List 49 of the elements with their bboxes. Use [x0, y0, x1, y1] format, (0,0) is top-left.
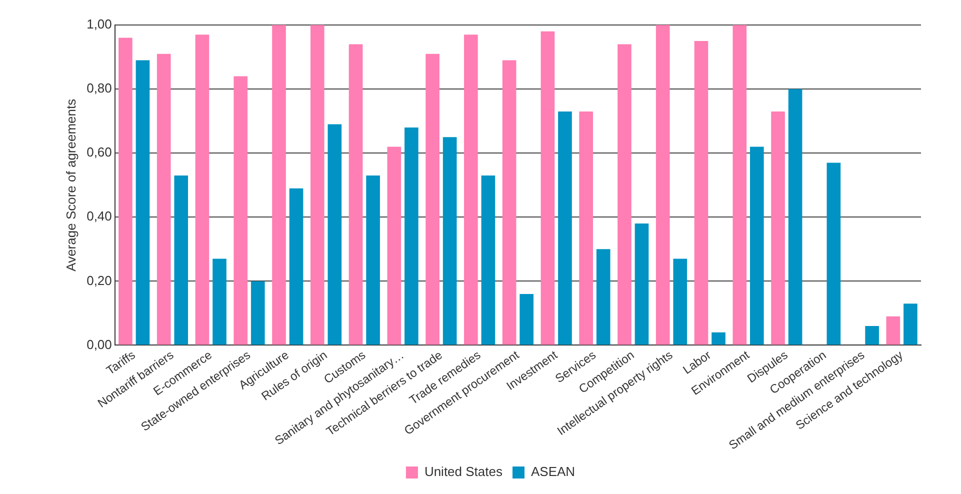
bar	[673, 258, 688, 345]
bar	[502, 60, 516, 345]
legend-label: ASEAN	[530, 464, 576, 480]
bar	[136, 60, 150, 345]
bar	[771, 111, 785, 345]
bar	[310, 25, 324, 345]
bar	[634, 224, 649, 345]
bar	[464, 34, 478, 345]
bar	[481, 176, 496, 345]
bar	[328, 124, 342, 345]
bar	[195, 34, 210, 345]
bar	[904, 304, 918, 345]
bar	[579, 111, 593, 345]
y-tick-label: 1,00	[86, 16, 112, 32]
bar	[712, 332, 726, 345]
legend-label: United States	[424, 464, 503, 480]
bar	[656, 25, 670, 345]
y-tick-label: 0,20	[86, 272, 112, 288]
bar	[694, 41, 708, 345]
bar	[788, 89, 802, 345]
bar	[404, 127, 418, 345]
y-axis-title: Average Score of agreements	[63, 98, 78, 272]
bar	[442, 137, 457, 345]
bar	[826, 162, 841, 345]
bar	[250, 281, 265, 345]
bar	[174, 176, 188, 345]
bar	[272, 25, 286, 345]
bar	[426, 54, 440, 345]
bar	[118, 38, 132, 345]
bar	[366, 176, 380, 345]
bar	[540, 31, 555, 345]
bar	[520, 294, 534, 345]
bar	[750, 146, 764, 345]
bar	[596, 249, 610, 345]
bar	[865, 326, 879, 345]
y-tick-label: 0,00	[86, 336, 112, 352]
bar	[212, 258, 226, 345]
bar	[156, 54, 171, 345]
bar	[234, 76, 248, 345]
bar	[387, 146, 402, 345]
bar	[289, 188, 304, 345]
bar	[348, 44, 363, 345]
y-tick-label: 0,40	[86, 208, 112, 224]
y-tick-label: 0,80	[86, 80, 112, 96]
bar	[886, 316, 900, 345]
bar	[558, 111, 572, 345]
bar	[732, 25, 747, 345]
bar	[618, 44, 632, 345]
y-tick-label: 0,60	[86, 144, 112, 160]
